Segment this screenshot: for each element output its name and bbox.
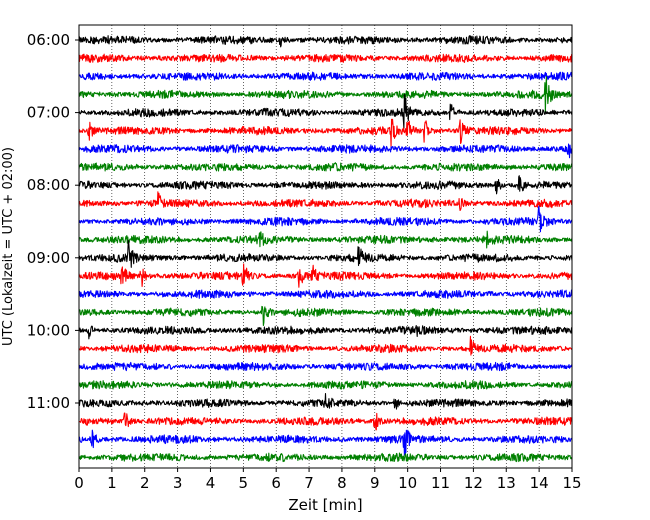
y-tick-label: 06:00	[27, 31, 70, 49]
x-tick-label: 3	[173, 474, 183, 492]
trace-line	[78, 94, 573, 129]
trace-line	[78, 35, 573, 48]
trace-line	[78, 191, 573, 212]
trace-line	[78, 76, 573, 114]
plot-frame	[78, 24, 573, 469]
x-tick-label: 12	[464, 474, 483, 492]
x-tick-label: 2	[140, 474, 150, 492]
x-tick-label: 4	[206, 474, 216, 492]
trace-line	[78, 230, 573, 249]
trace-line	[78, 393, 573, 410]
x-tick-label: 8	[337, 474, 347, 492]
x-tick-label: 0	[74, 474, 84, 492]
seismic-traces	[78, 35, 573, 463]
vertical-grid-lines	[111, 25, 540, 468]
x-tick-label: 6	[271, 474, 281, 492]
trace-line	[78, 205, 573, 233]
x-tick-label: 9	[370, 474, 380, 492]
trace-line	[78, 53, 573, 63]
trace-line	[78, 361, 573, 372]
trace-line	[78, 289, 573, 299]
x-tick-label: 7	[304, 474, 314, 492]
x-tick-label: 5	[239, 474, 249, 492]
trace-line	[78, 175, 573, 195]
trace-line	[78, 71, 573, 81]
trace-line	[78, 143, 573, 159]
y-axis-label: UTC (Lokalzeit = UTC + 02:00)	[1, 147, 16, 346]
x-tick-label: 1	[107, 474, 117, 492]
x-tick-label: 15	[562, 474, 581, 492]
trace-line	[78, 412, 573, 431]
y-tick-label: 11:00	[27, 394, 70, 412]
trace-line	[78, 429, 573, 456]
x-tick-label: 14	[530, 474, 549, 492]
y-tick-label: 07:00	[27, 104, 70, 122]
y-tick-label: 09:00	[27, 249, 70, 267]
x-tick-label: 13	[497, 474, 516, 492]
y-tick-label: 08:00	[27, 176, 70, 194]
trace-line	[78, 162, 573, 172]
x-axis-label: Zeit [min]	[288, 496, 362, 514]
x-tick-label: 10	[398, 474, 417, 492]
trace-line	[78, 452, 573, 463]
trace-line	[78, 335, 573, 356]
trace-line	[78, 118, 573, 148]
x-tick-label: 11	[431, 474, 450, 492]
trace-line	[78, 239, 573, 268]
y-axis-ticks: 06:00 07:00 08:00 09:00 10:00 11:00	[27, 31, 79, 412]
y-tick-label: 10:00	[27, 321, 70, 339]
x-axis-ticks: 0 1 2 3 4 5 6 7 8 9 10 11 12 13 14 15	[74, 468, 582, 492]
trace-line	[78, 325, 573, 340]
trace-line	[78, 305, 573, 327]
trace-line	[78, 379, 573, 390]
trace-line	[78, 263, 573, 288]
